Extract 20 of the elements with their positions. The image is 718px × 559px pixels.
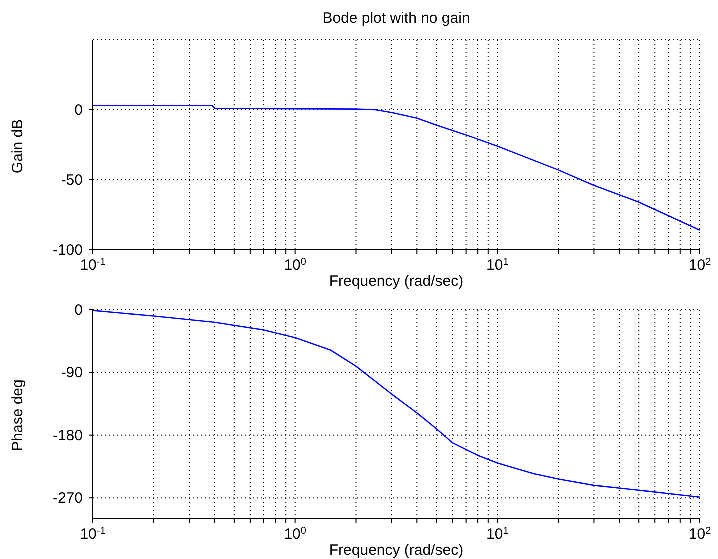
y-tick-label: -90: [61, 364, 83, 382]
x-axis-title: Frequency (rad/sec): [328, 273, 465, 290]
x-axis-title: Frequency (rad/sec): [328, 542, 465, 559]
y-tick-label: -270: [52, 490, 83, 508]
y-axis-title: Phase deg: [10, 380, 27, 452]
y-axis-title: Gain dB: [10, 118, 27, 174]
x-tick-label: 10$^{0}$: [284, 526, 307, 543]
x-tick-label: 10$^{-1}$: [80, 256, 106, 274]
y-tick-label: -180: [52, 427, 83, 444]
y-tick-label: 0: [74, 302, 83, 319]
x-tick-label: 10$^{1}$: [486, 526, 510, 543]
y-tick-label: -100: [52, 242, 83, 259]
x-tick-label: 10$^{-1}$: [80, 526, 106, 543]
y-tick-label: -50: [61, 172, 83, 189]
y-tick-label: 0: [74, 102, 83, 119]
x-tick-label: 10$^{2}$: [688, 526, 712, 543]
x-tick-label: 10$^{1}$: [486, 256, 510, 274]
chart-title: Bode plot with no gain: [322, 10, 472, 27]
x-tick-label: 10$^{0}$: [284, 256, 307, 274]
x-tick-label: 10$^{2}$: [688, 256, 712, 274]
